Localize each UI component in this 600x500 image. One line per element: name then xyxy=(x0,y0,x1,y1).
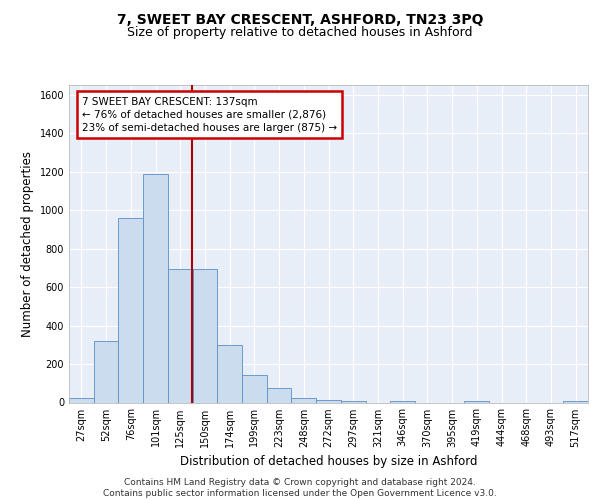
Bar xyxy=(217,345,242,403)
Bar xyxy=(563,400,588,402)
Text: Contains HM Land Registry data © Crown copyright and database right 2024.
Contai: Contains HM Land Registry data © Crown c… xyxy=(103,478,497,498)
Text: 7 SWEET BAY CRESCENT: 137sqm
← 76% of detached houses are smaller (2,876)
23% of: 7 SWEET BAY CRESCENT: 137sqm ← 76% of de… xyxy=(82,96,337,133)
Bar xyxy=(464,400,489,402)
Bar xyxy=(390,400,415,402)
Bar xyxy=(118,218,143,402)
Text: Size of property relative to detached houses in Ashford: Size of property relative to detached ho… xyxy=(127,26,473,39)
X-axis label: Distribution of detached houses by size in Ashford: Distribution of detached houses by size … xyxy=(180,455,477,468)
Bar xyxy=(242,374,267,402)
Bar xyxy=(292,398,316,402)
Bar xyxy=(69,398,94,402)
Y-axis label: Number of detached properties: Number of detached properties xyxy=(21,151,34,337)
Bar xyxy=(341,400,365,402)
Bar xyxy=(316,400,341,402)
Bar xyxy=(168,269,193,402)
Bar xyxy=(94,341,118,402)
Bar xyxy=(267,388,292,402)
Bar xyxy=(143,174,168,402)
Text: 7, SWEET BAY CRESCENT, ASHFORD, TN23 3PQ: 7, SWEET BAY CRESCENT, ASHFORD, TN23 3PQ xyxy=(117,12,483,26)
Bar xyxy=(193,269,217,402)
